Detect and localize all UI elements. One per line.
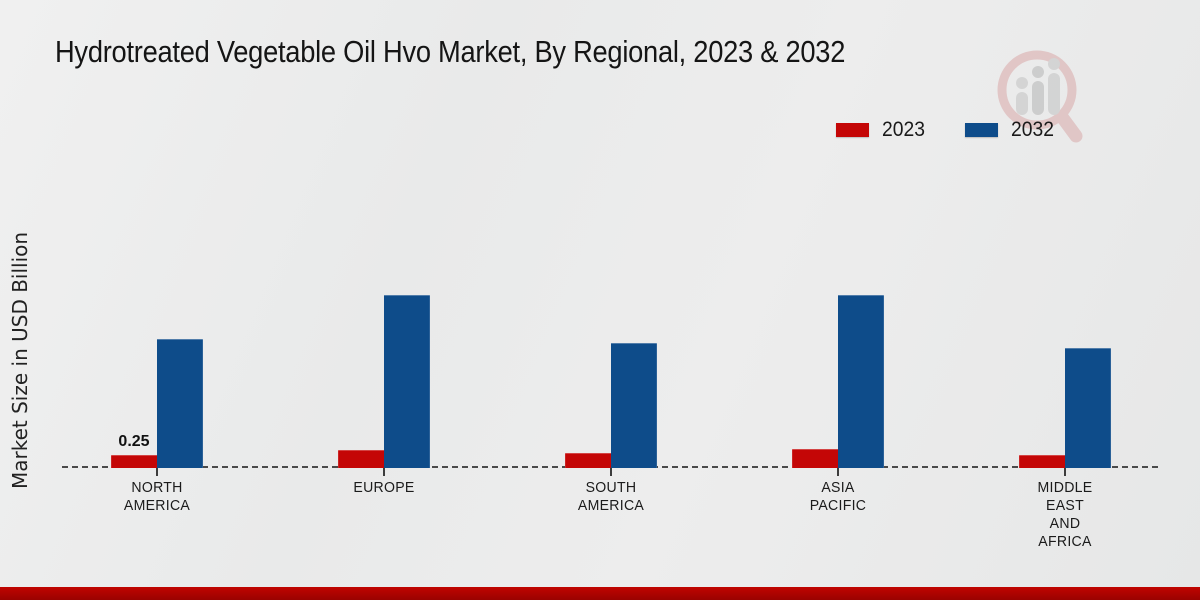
bar-2023-north-america — [111, 455, 157, 468]
x-axis-label: ASIA PACIFIC — [809, 479, 867, 514]
chart-title: Hydrotreated Vegetable Oil Hvo Market, B… — [55, 34, 846, 69]
legend-label-2032: 2032 — [1010, 118, 1054, 141]
x-axis-tick — [1064, 468, 1066, 476]
bar-2032-asia-pacific — [838, 295, 884, 468]
bar-2023-middle-east-and-africa — [1019, 455, 1065, 468]
legend-swatch-2023-icon — [836, 123, 869, 137]
bar-2023-europe — [338, 450, 384, 468]
x-axis-tick — [156, 468, 158, 476]
x-axis-label: MIDDLE EAST AND AFRICA — [1037, 479, 1093, 550]
bar-2032-europe — [384, 295, 430, 468]
bar-2023-south-america — [565, 453, 611, 468]
legend: 2023 2032 — [836, 118, 1057, 142]
bar-2032-north-america — [157, 339, 203, 468]
legend-swatch-2032-icon — [964, 123, 998, 137]
footer-accent-bar — [0, 587, 1200, 600]
x-axis-label: SOUTH AMERICA — [577, 479, 645, 514]
mrfr-logo-watermark-icon — [997, 50, 1083, 143]
bar-2032-south-america — [611, 343, 657, 468]
legend-item-2023: 2023 — [836, 118, 929, 142]
legend-label-2023: 2023 — [882, 118, 925, 141]
x-axis-label: NORTH AMERICA — [123, 479, 191, 514]
x-axis-tick — [610, 468, 612, 476]
bar-2023-asia-pacific — [792, 449, 838, 468]
x-axis-tick — [837, 468, 839, 476]
bar-value-label: 0.25 — [118, 433, 150, 450]
legend-item-2032: 2032 — [964, 118, 1058, 142]
x-axis-label: EUROPE — [353, 479, 415, 496]
x-axis-tick — [383, 468, 385, 476]
bar-2032-middle-east-and-africa — [1065, 348, 1111, 468]
